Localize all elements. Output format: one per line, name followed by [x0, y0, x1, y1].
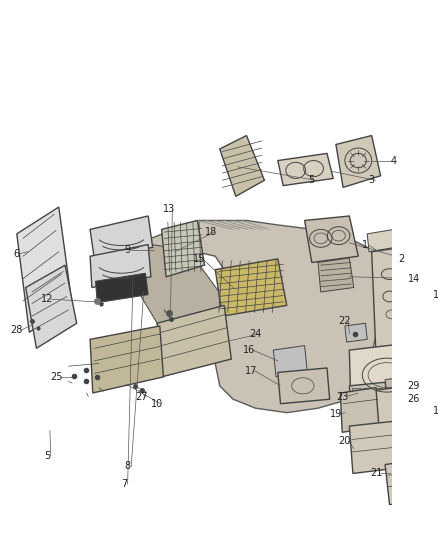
- Polygon shape: [340, 387, 381, 432]
- Text: 10: 10: [151, 399, 163, 409]
- Text: 13: 13: [162, 204, 175, 214]
- Polygon shape: [90, 245, 151, 287]
- Polygon shape: [318, 258, 354, 292]
- Text: 14: 14: [408, 273, 420, 284]
- Polygon shape: [345, 324, 367, 342]
- Polygon shape: [385, 377, 409, 394]
- Polygon shape: [336, 135, 381, 188]
- Text: 12: 12: [41, 294, 53, 304]
- Polygon shape: [162, 221, 205, 277]
- Text: 5: 5: [309, 175, 315, 185]
- Polygon shape: [278, 154, 333, 185]
- Text: 1: 1: [362, 240, 368, 251]
- Polygon shape: [350, 341, 428, 415]
- Polygon shape: [376, 386, 410, 426]
- Text: 27: 27: [136, 392, 148, 401]
- Polygon shape: [133, 243, 223, 332]
- Text: 11: 11: [433, 406, 438, 416]
- Text: 8: 8: [124, 461, 131, 471]
- Text: 5: 5: [44, 450, 50, 461]
- Polygon shape: [350, 382, 388, 407]
- Text: 20: 20: [339, 437, 351, 446]
- Polygon shape: [90, 326, 163, 393]
- Text: 18: 18: [205, 227, 217, 237]
- Polygon shape: [374, 387, 382, 399]
- Text: 2: 2: [398, 254, 404, 264]
- Text: 26: 26: [407, 394, 420, 404]
- Polygon shape: [17, 207, 72, 332]
- Text: 22: 22: [339, 317, 351, 327]
- Polygon shape: [95, 273, 148, 303]
- Text: 15: 15: [193, 254, 205, 264]
- Polygon shape: [367, 229, 396, 252]
- Polygon shape: [215, 259, 287, 316]
- Text: 29: 29: [407, 381, 420, 391]
- Text: 19: 19: [330, 409, 342, 419]
- Polygon shape: [363, 387, 372, 399]
- Polygon shape: [26, 265, 77, 348]
- Text: 16: 16: [243, 345, 255, 355]
- Polygon shape: [352, 387, 361, 399]
- Text: 9: 9: [124, 245, 131, 255]
- Polygon shape: [157, 305, 231, 377]
- Text: 4: 4: [391, 156, 397, 166]
- Text: 25: 25: [50, 372, 62, 382]
- Text: 24: 24: [249, 329, 261, 339]
- Text: 7: 7: [121, 479, 127, 489]
- Polygon shape: [220, 135, 265, 196]
- Text: 10: 10: [433, 289, 438, 300]
- Text: 23: 23: [336, 392, 348, 401]
- Polygon shape: [350, 420, 412, 473]
- Polygon shape: [385, 457, 438, 505]
- Polygon shape: [278, 368, 330, 403]
- Text: 3: 3: [369, 175, 375, 185]
- Text: 21: 21: [370, 469, 382, 479]
- Text: 28: 28: [11, 326, 23, 335]
- Polygon shape: [305, 216, 358, 262]
- Text: 6: 6: [14, 248, 20, 259]
- Polygon shape: [90, 216, 153, 261]
- Polygon shape: [372, 245, 428, 359]
- Polygon shape: [139, 221, 385, 413]
- Text: 17: 17: [245, 366, 257, 376]
- Polygon shape: [273, 345, 307, 377]
